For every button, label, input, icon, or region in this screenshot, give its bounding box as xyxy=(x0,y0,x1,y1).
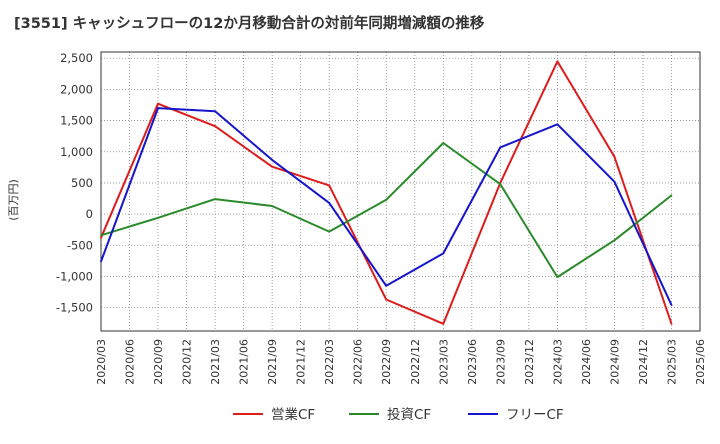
data-point xyxy=(556,276,559,278)
y-tick-label: 500 xyxy=(71,176,93,190)
x-tick-label: 2024/09 xyxy=(608,339,621,385)
data-point xyxy=(556,60,559,63)
chart-title: [3551] キャッシュフローの12か月移動合計の対前年同期増減額の推移 xyxy=(14,14,485,32)
y-tick-label: -1,500 xyxy=(56,301,93,315)
x-tick-label: 2025/06 xyxy=(694,339,707,385)
legend-label: フリーCF xyxy=(506,407,564,423)
data-point xyxy=(328,184,331,187)
y-axis-label: (百万円) xyxy=(7,179,20,221)
data-point xyxy=(328,201,331,204)
data-point xyxy=(214,110,216,113)
legend: 営業CF 投資CF フリーCF xyxy=(233,407,564,423)
data-point xyxy=(100,234,102,237)
x-tick-label: 2024/12 xyxy=(637,339,650,385)
data-point xyxy=(499,183,502,186)
data-point xyxy=(214,198,216,201)
x-tick-label: 2023/03 xyxy=(437,339,450,385)
x-tick-label: 2022/06 xyxy=(352,339,365,385)
y-tick-label: 0 xyxy=(86,207,93,221)
data-point xyxy=(670,304,673,307)
data-point xyxy=(157,216,159,219)
data-point xyxy=(271,205,274,207)
y-tick-label: 2,500 xyxy=(60,51,93,65)
x-tick-label: 2021/12 xyxy=(295,339,308,385)
data-point xyxy=(157,107,159,110)
data-point xyxy=(613,155,616,158)
x-tick-label: 2025/03 xyxy=(665,339,678,385)
data-point xyxy=(385,198,388,201)
y-tick-label: 1,000 xyxy=(60,145,93,159)
x-tick-label: 2022/03 xyxy=(323,339,336,385)
data-point xyxy=(271,158,274,161)
legend-label: 投資CF xyxy=(387,407,431,423)
data-point xyxy=(271,165,274,168)
x-tick-label: 2024/03 xyxy=(551,339,564,385)
x-tick-label: 2021/09 xyxy=(266,339,279,385)
plot-frame xyxy=(100,51,701,332)
data-point xyxy=(499,146,502,149)
data-point xyxy=(442,322,445,325)
data-point xyxy=(556,123,559,126)
data-point xyxy=(100,260,102,263)
data-point xyxy=(613,180,616,183)
x-tick-label: 2020/09 xyxy=(152,339,165,385)
x-tick-label: 2023/09 xyxy=(494,339,507,385)
y-tick-label: -500 xyxy=(67,238,93,252)
x-tick-label: 2024/06 xyxy=(580,339,593,385)
data-point xyxy=(613,239,616,242)
plot-area: -1,500 -1,000 -500 0 500 1,000 1,500 2,000 2,500… xyxy=(56,51,707,384)
data-point xyxy=(385,298,388,301)
data-point xyxy=(670,194,673,197)
data-point xyxy=(214,125,216,128)
data-point xyxy=(442,142,445,144)
plot-background xyxy=(101,52,700,331)
data-point xyxy=(100,236,102,239)
data-point xyxy=(670,322,673,325)
data-point xyxy=(385,284,388,287)
y-tick-label: 1,500 xyxy=(60,114,93,128)
data-point xyxy=(157,102,159,105)
x-tick-label: 2020/12 xyxy=(181,339,194,385)
x-tick-label: 2022/12 xyxy=(409,339,422,385)
x-tick-label: 2022/09 xyxy=(380,339,393,385)
data-point xyxy=(442,252,445,255)
x-tick-label: 2021/03 xyxy=(209,339,222,385)
x-tick-label: 2020/03 xyxy=(95,339,108,385)
x-tick-label: 2023/06 xyxy=(466,339,479,385)
x-tick-label: 2023/12 xyxy=(523,339,536,385)
x-tick-label: 2020/06 xyxy=(124,339,137,385)
y-tick-label: 2,000 xyxy=(60,82,93,96)
x-tick-label: 2021/06 xyxy=(238,339,251,385)
data-point xyxy=(328,230,331,233)
y-tick-label: -1,000 xyxy=(56,269,93,283)
legend-label: 営業CF xyxy=(271,407,315,423)
